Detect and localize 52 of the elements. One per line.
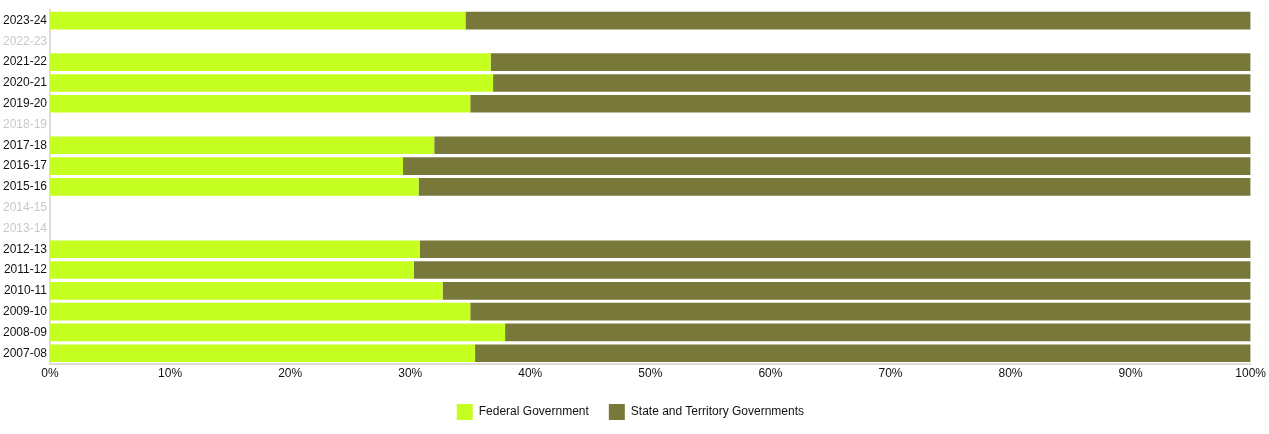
y-tick-label: 2012-13 [2,241,48,256]
y-tick-label: 2017-18 [2,137,48,152]
bar [50,94,471,113]
bar [470,94,1251,113]
bar [475,344,1251,362]
bar [505,323,1251,342]
y-tick-label: 2015-16 [2,179,48,194]
bar [50,157,404,175]
x-tick-label: 50% [638,366,663,381]
x-tick-label: 60% [758,366,783,381]
x-tick-label: 30% [398,366,423,381]
bar [50,178,419,196]
legend-label: Federal Government [478,404,590,419]
bar [50,136,435,155]
x-tick-label: 10% [158,366,183,381]
y-tick-label: 2020-21 [2,75,48,90]
y-tick-label: 2021-22 [2,54,48,69]
bar [50,240,420,259]
y-tick-label: 2010-11 [3,283,48,298]
bar [465,11,1251,30]
x-tick-label: 20% [278,366,303,381]
bar [418,178,1251,196]
x-tick-label: 100% [1235,366,1267,381]
y-tick-label: 2009-10 [2,303,48,318]
x-tick-label: 80% [998,366,1023,381]
bar [50,74,494,92]
bar [434,136,1251,155]
bar [413,261,1251,279]
x-tick-label: 70% [878,366,903,381]
y-tick-label: 2023-24 [2,12,48,27]
bar [50,11,466,30]
y-tick-label: 2011-12 [3,262,48,277]
bar [50,302,471,321]
bar [50,53,491,71]
y-tick-label: 2007-08 [2,345,48,360]
bar [403,157,1251,175]
bar [50,261,414,279]
bar [493,74,1251,92]
x-tick-label: 40% [518,366,543,381]
bar [50,344,476,362]
bar [490,53,1251,71]
bar [470,302,1251,321]
y-tick-label: 2016-17 [2,158,48,173]
legend-label: State and Territory Governments [630,404,805,419]
x-tick-label: 0% [41,366,60,381]
bar [50,323,506,342]
bar [419,240,1251,259]
bar [442,282,1251,300]
bar [50,282,443,300]
y-tick-label: 2008-09 [2,324,48,339]
y-tick-label: 2019-20 [2,96,48,111]
x-tick-label: 90% [1118,366,1143,381]
